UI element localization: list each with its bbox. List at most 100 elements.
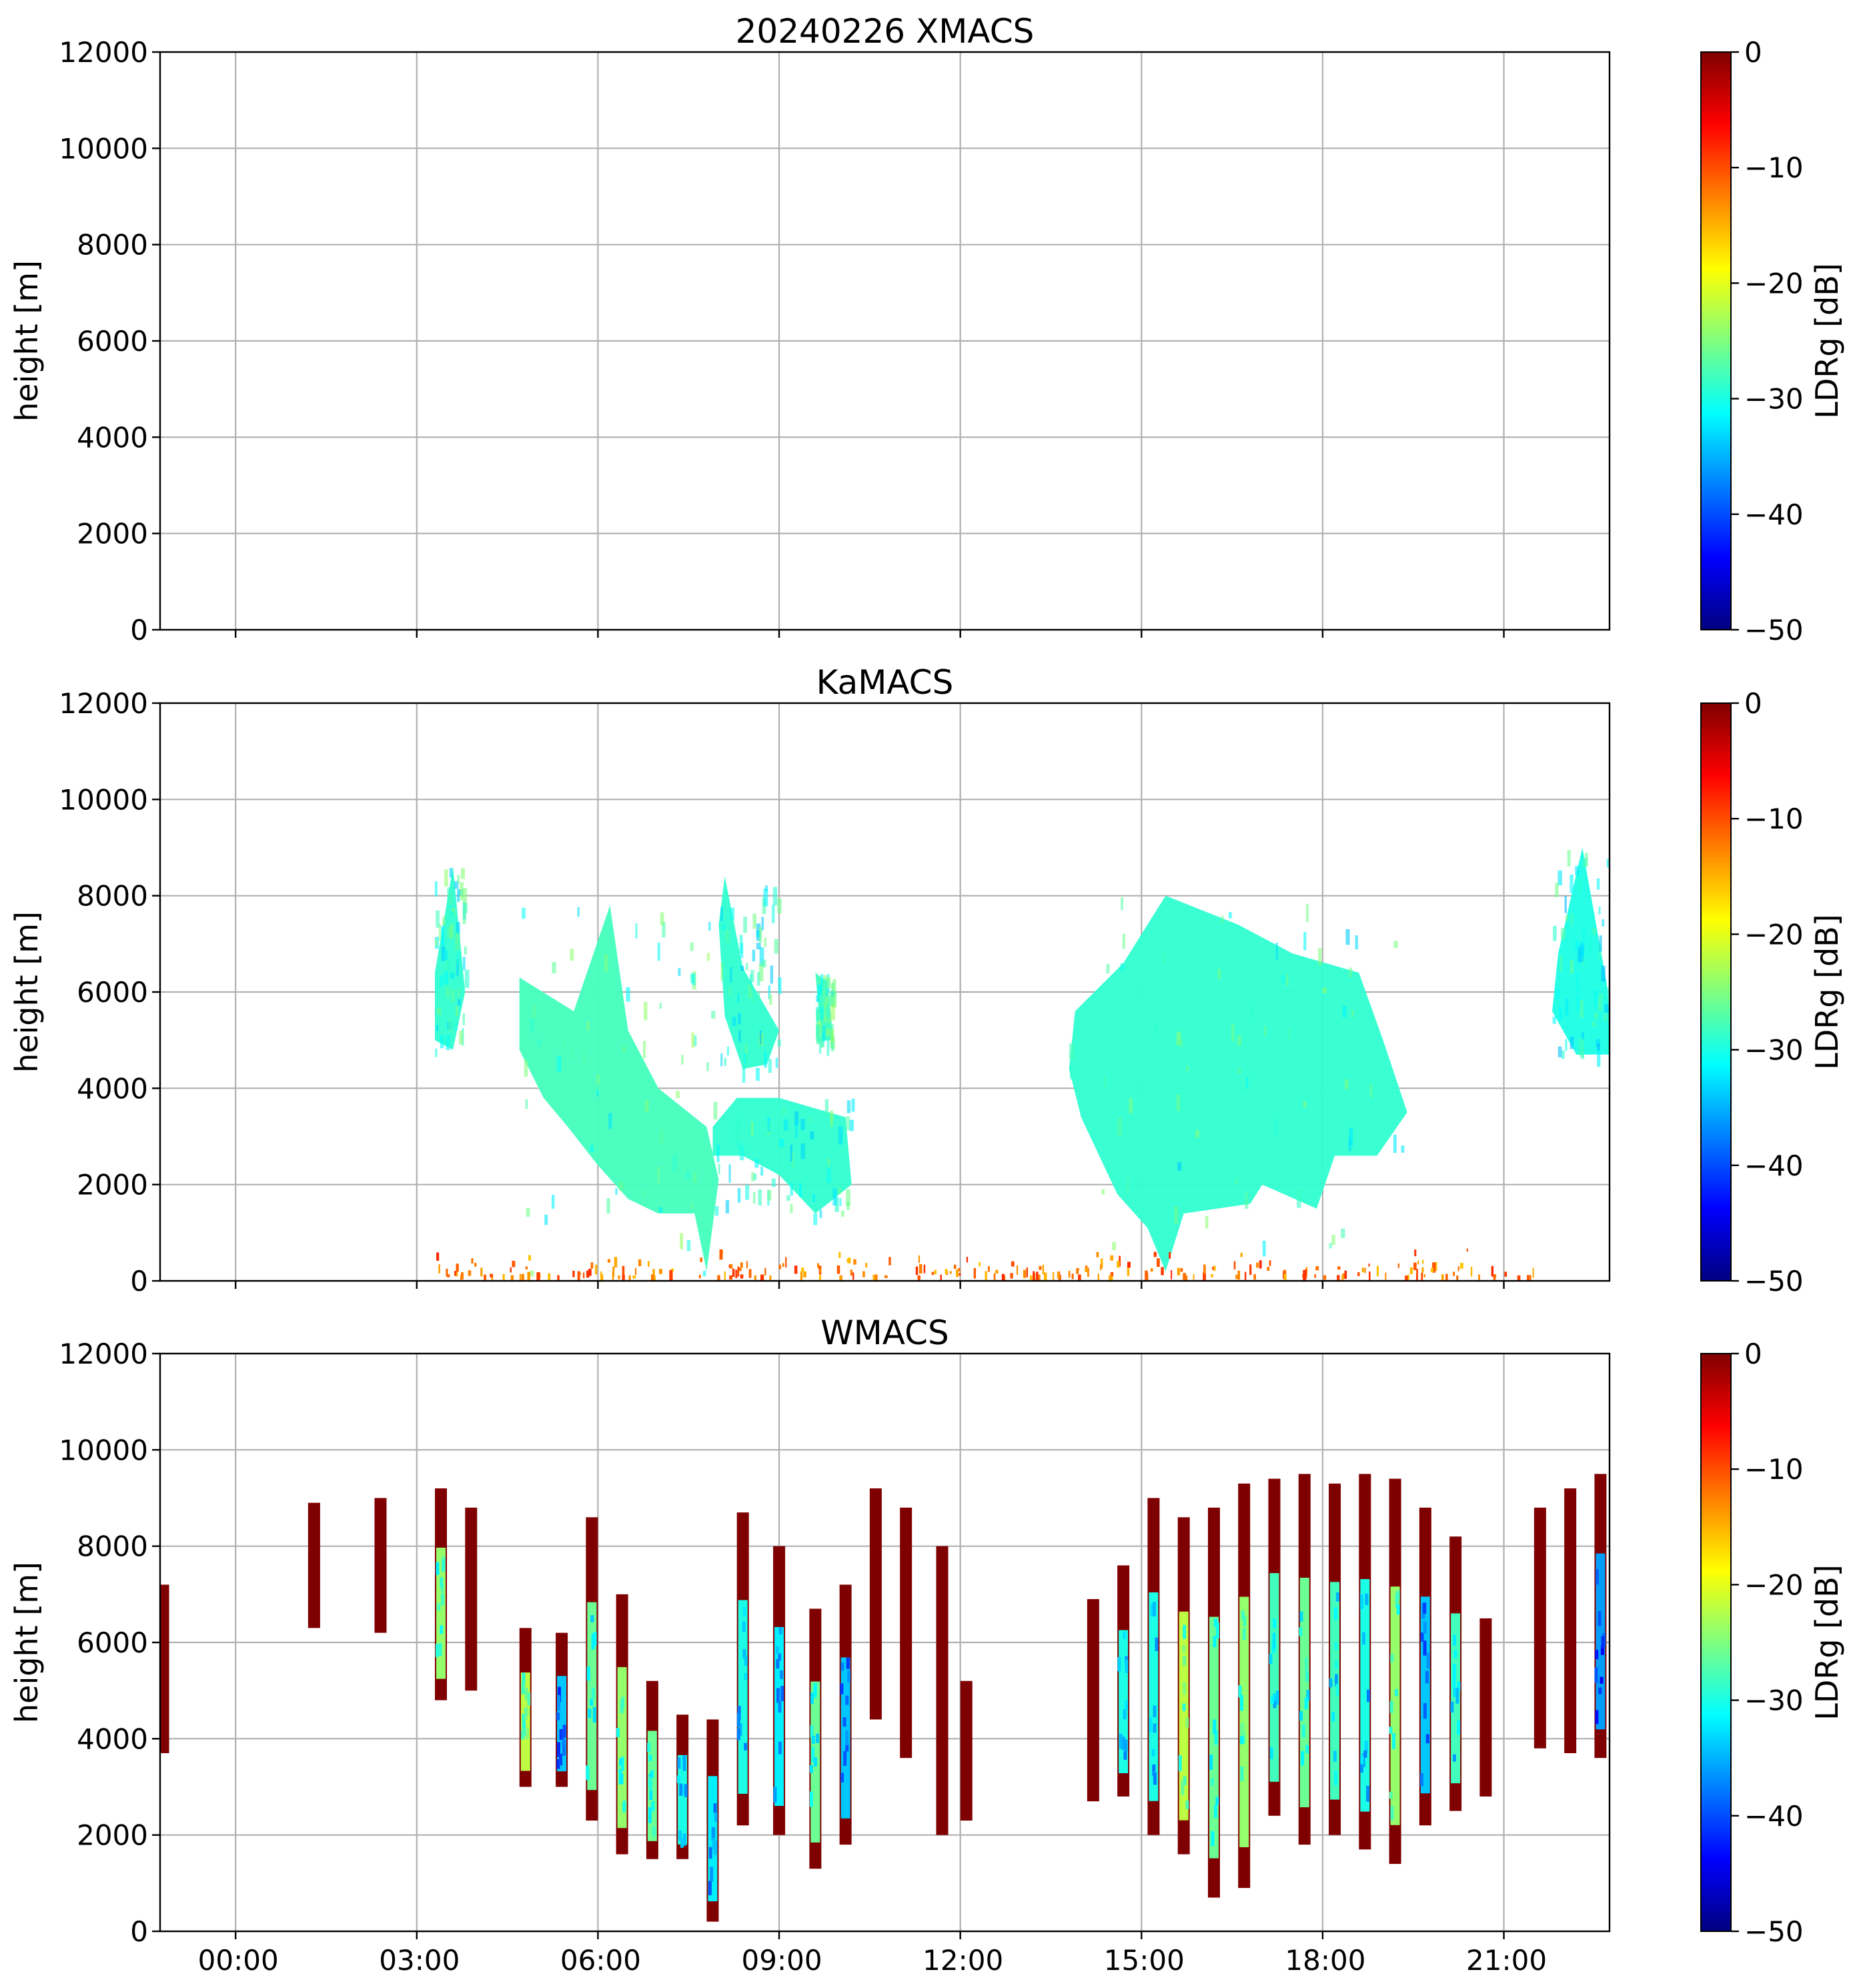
stripe-speckle — [648, 1754, 652, 1762]
echo-speckle — [758, 963, 764, 981]
stripe-speckle — [1299, 1627, 1303, 1636]
stripe-edge — [1479, 1618, 1492, 1797]
echo-speckle — [692, 973, 696, 985]
echo-speckle — [1588, 937, 1593, 955]
echo-speckle — [626, 987, 630, 1002]
echo-speckle — [830, 1029, 834, 1042]
profile-stripe — [706, 1719, 719, 1922]
stripe-speckle — [522, 1722, 526, 1737]
echo-speckle — [608, 1113, 612, 1129]
echo-speckle — [570, 1046, 575, 1060]
echo-speckle — [436, 1007, 442, 1015]
noise-speck — [651, 1274, 654, 1281]
echo-speckle — [435, 939, 438, 947]
stripe-speckle — [1185, 1801, 1189, 1809]
stripe-speckle — [1269, 1654, 1273, 1664]
echo-speckle — [1217, 969, 1221, 979]
stripe-speckle — [1123, 1751, 1127, 1760]
echo-speckle — [826, 977, 831, 989]
stripe-speckle — [1182, 1703, 1186, 1711]
stripe-speckle — [616, 1728, 620, 1737]
noise-speck — [1078, 1274, 1081, 1280]
echo-speckle — [441, 926, 444, 945]
profile-stripe — [900, 1507, 912, 1759]
profile-stripe — [1298, 1474, 1311, 1845]
stripe-speckle — [1359, 1594, 1363, 1610]
noise-speck — [1504, 1272, 1507, 1277]
noise-speck — [1315, 1266, 1319, 1271]
profile-stripe — [1147, 1498, 1160, 1835]
echo-speckle — [1565, 998, 1569, 1015]
echo-speckle — [758, 927, 762, 943]
echo-speckle — [714, 1206, 719, 1216]
stripe-speckle — [1360, 1755, 1364, 1765]
echo-speckle — [824, 1099, 829, 1115]
noise-speck — [528, 1255, 531, 1261]
noise-speck — [1256, 1262, 1259, 1268]
stripe-speckle — [778, 1653, 782, 1661]
stripe-edge — [936, 1546, 949, 1835]
echo-speckle — [532, 1005, 536, 1018]
echo-speckle — [556, 1055, 562, 1072]
stripe-core — [1269, 1573, 1279, 1782]
echo-speckle — [756, 930, 761, 938]
echo-speckle — [1576, 973, 1579, 991]
stripe-speckle — [1241, 1722, 1245, 1739]
y-axis-label: height [m] — [9, 260, 45, 422]
stripe-core — [1451, 1613, 1461, 1784]
noise-speck — [959, 1273, 961, 1276]
echo-speckle — [1597, 1043, 1600, 1051]
noise-speck — [1283, 1271, 1285, 1280]
echo-speckle — [1369, 1084, 1373, 1098]
stripe-speckle — [678, 1830, 682, 1841]
stripe-speckle — [1152, 1764, 1156, 1777]
noise-speck — [1157, 1258, 1160, 1268]
stripe-speckle — [622, 1801, 626, 1813]
noise-speck — [1416, 1268, 1418, 1278]
stripe-speckle — [649, 1777, 653, 1792]
noise-speck — [1361, 1268, 1365, 1273]
stripe-speckle — [847, 1670, 851, 1683]
noise-speck — [1407, 1274, 1409, 1281]
echo-speckle — [1221, 915, 1224, 923]
noise-speck — [917, 1275, 920, 1281]
noise-speck — [1169, 1252, 1171, 1259]
y-tick-label: 2000 — [77, 518, 148, 550]
echo-speckle — [770, 965, 774, 984]
echo-speckle — [767, 1117, 770, 1132]
stripe-speckle — [684, 1784, 688, 1797]
echo-speckle — [662, 921, 666, 938]
noise-speck — [653, 1275, 656, 1281]
noise-speck — [853, 1259, 856, 1265]
echo-speckle — [1592, 928, 1597, 935]
profile-stripe — [736, 1512, 749, 1826]
echo-speckle — [822, 1025, 826, 1042]
stripe-speckle — [714, 1842, 718, 1852]
stripe-speckle — [440, 1584, 444, 1592]
echo-speckle — [738, 1013, 741, 1025]
echo-speckle — [760, 1166, 764, 1176]
echo-speckle — [800, 1119, 805, 1131]
stripe-speckle — [1366, 1785, 1370, 1802]
stripe-edge — [960, 1680, 973, 1821]
noise-speck — [1459, 1263, 1463, 1269]
noise-speck — [1100, 1264, 1102, 1271]
noise-speck — [527, 1272, 531, 1281]
noise-speck — [638, 1259, 642, 1266]
echo-speckle — [758, 991, 760, 1001]
profile-stripe — [1087, 1599, 1099, 1802]
echo-speckle — [450, 973, 455, 979]
echo-speckle — [750, 970, 754, 983]
stripe-edge — [465, 1507, 478, 1691]
noise-speck — [778, 1264, 781, 1270]
stripe-speckle — [1241, 1610, 1245, 1621]
colorbar-tick-label: −30 — [1744, 1034, 1804, 1067]
stripe-speckle — [590, 1698, 594, 1706]
stripe-speckle — [1214, 1730, 1218, 1745]
echo-speckle — [809, 1116, 812, 1123]
echo-speckle — [752, 1191, 756, 1204]
stripe-speckle — [437, 1603, 441, 1611]
echo-speckle — [846, 1116, 850, 1131]
echo-speckle — [1285, 973, 1289, 987]
noise-speck — [1233, 1261, 1236, 1270]
